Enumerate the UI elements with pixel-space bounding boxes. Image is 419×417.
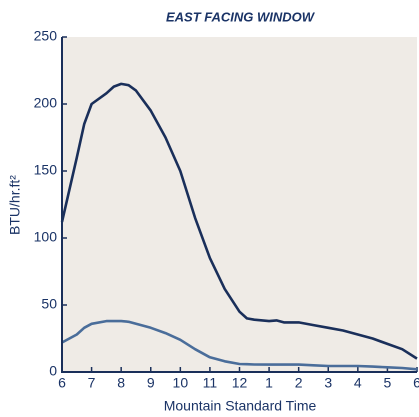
y-tick-label: 150 [34, 162, 58, 178]
x-tick-label: 4 [354, 375, 362, 391]
y-tick-label: 200 [34, 95, 58, 111]
x-tick-label: 2 [295, 375, 303, 391]
y-tick-label: 50 [41, 296, 57, 312]
x-tick-label: 7 [88, 375, 96, 391]
x-axis-label: Mountain Standard Time [164, 398, 317, 414]
x-tick-label: 6 [413, 375, 419, 391]
x-tick-label: 12 [232, 375, 248, 391]
axes [61, 37, 417, 373]
plot-area [62, 37, 417, 372]
data-line [60, 82, 418, 360]
y-tick-label: 250 [34, 28, 58, 44]
x-tick-label: 9 [147, 375, 155, 391]
data-line [61, 319, 418, 371]
y-axis-label: BTU/hr.ft² [7, 175, 23, 235]
x-tick-label: 1 [265, 375, 273, 391]
x-tick-label: 3 [324, 375, 332, 391]
x-tick-label: 10 [173, 375, 189, 391]
x-tick-label: 5 [384, 375, 392, 391]
y-tick-label: 100 [34, 229, 58, 245]
x-tick-label: 6 [58, 375, 66, 391]
y-tick-label: 0 [49, 363, 57, 379]
chart-title: EAST FACING WINDOW [166, 9, 316, 24]
x-tick-label: 8 [117, 375, 125, 391]
x-tick-label: 11 [203, 375, 218, 391]
